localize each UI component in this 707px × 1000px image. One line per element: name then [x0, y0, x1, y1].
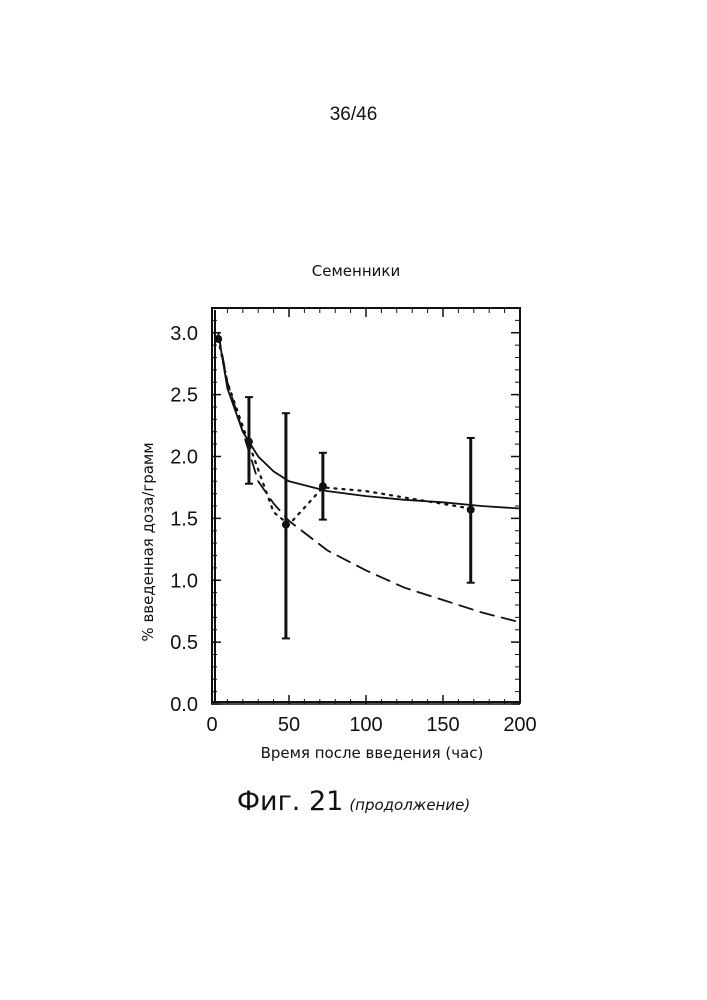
- x-axis-label: Время после введения (час): [261, 744, 484, 762]
- figure-number: Фиг. 21: [237, 786, 344, 817]
- y-axis: 0.0 0.5 1.0 1.5 2.0 2.5 3.0: [170, 323, 520, 716]
- x-tick-label: 150: [426, 714, 459, 736]
- fit-curves: [218, 333, 520, 623]
- dashed-curve: [218, 333, 520, 623]
- x-tick-label: 0: [206, 714, 217, 736]
- figure-caption: Фиг. 21 (продолжение): [0, 786, 707, 817]
- y-axis-label: % введенная доза/грамм: [139, 442, 157, 641]
- error-bars: [245, 397, 475, 638]
- dotted-curve: [218, 339, 471, 525]
- y-tick-label: 2.5: [170, 385, 198, 407]
- y-tick-label: 3.0: [170, 323, 198, 345]
- x-tick-label: 100: [349, 714, 382, 736]
- y-tick-label: 0.0: [170, 694, 198, 716]
- data-point: [214, 335, 222, 343]
- chart-title: Семенники: [312, 262, 400, 280]
- x-axis: 0 50 100 150 200: [206, 308, 536, 736]
- x-tick-label: 200: [503, 714, 536, 736]
- data-point: [319, 482, 327, 490]
- data-point: [245, 438, 253, 446]
- solid-curve: [218, 333, 520, 509]
- y-tick-label: 1.5: [170, 508, 198, 530]
- data-points: [214, 335, 475, 529]
- figure-note: (продолжение): [349, 796, 470, 814]
- y-tick-label: 1.0: [170, 570, 198, 592]
- x-tick-label: 50: [278, 714, 300, 736]
- y-tick-label: 2.0: [170, 447, 198, 469]
- data-point: [467, 506, 475, 514]
- data-point: [282, 521, 290, 529]
- y-tick-label: 0.5: [170, 632, 198, 654]
